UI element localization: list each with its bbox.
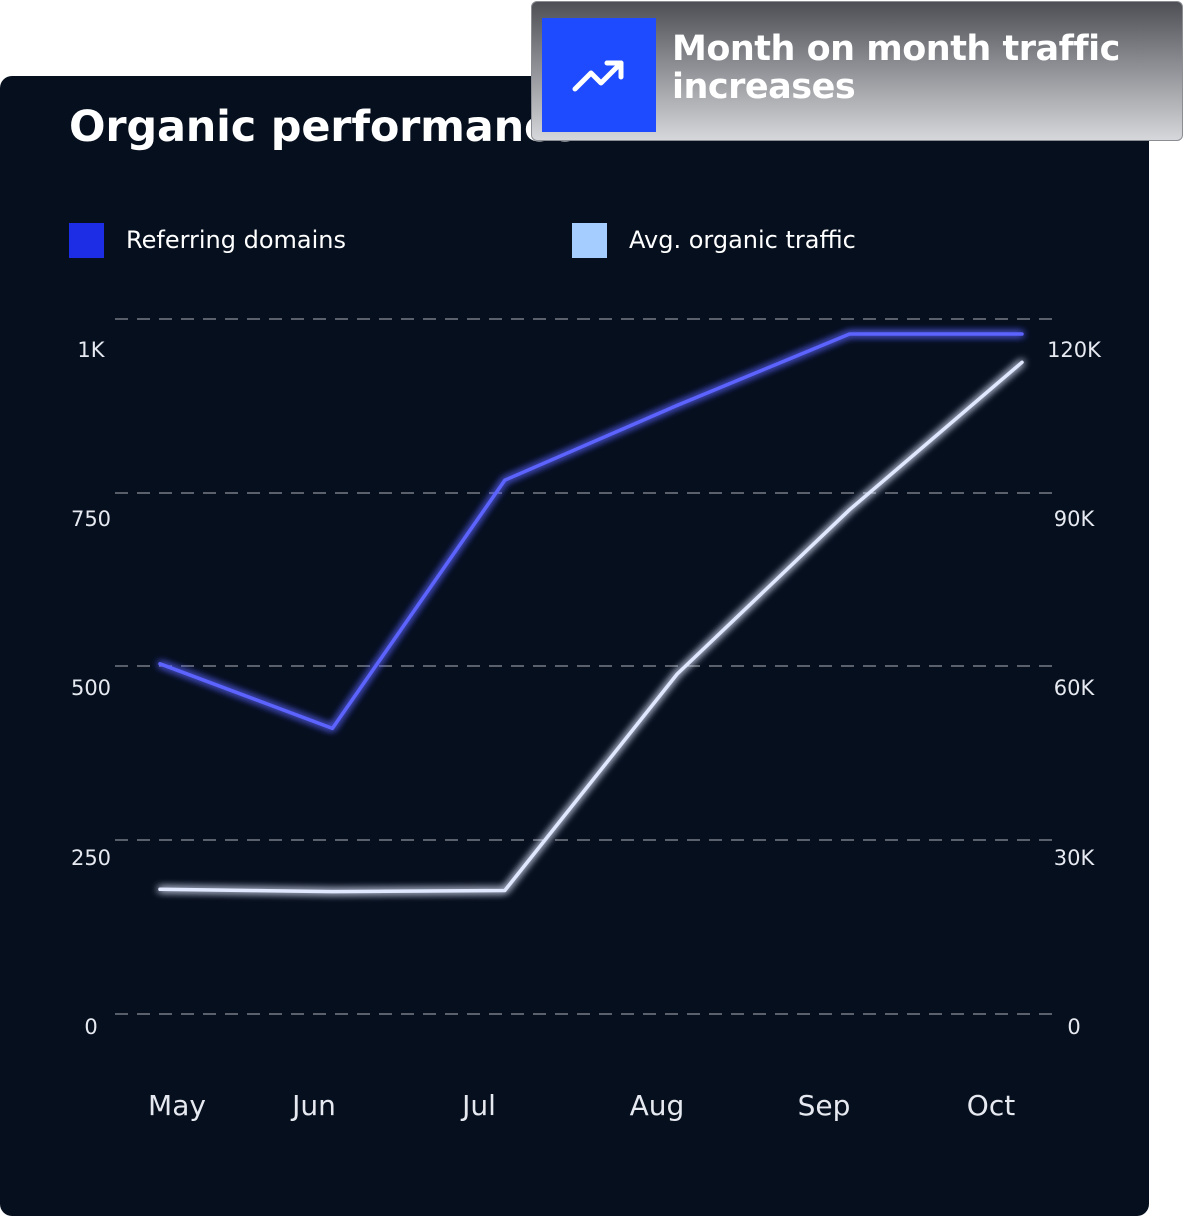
chart-canvas: 0 250 500 750 1K 0 30K 60K 90K 120K May Jun Jul Aug… — [71, 318, 1102, 1122]
organic-traffic-line — [158, 360, 1024, 894]
right-axis-tick-label: 120K — [1047, 338, 1102, 362]
legend-item-organic-traffic: Avg. organic traffic — [572, 222, 856, 258]
left-axis-tick-label: 750 — [71, 507, 111, 531]
referring-domains-line — [158, 332, 1024, 731]
callout-text: Month on month traffic increases — [672, 29, 1120, 107]
left-axis-tick-label: 1K — [77, 338, 105, 362]
left-axis-tick-label: 250 — [71, 846, 111, 870]
chart-title: Organic performance — [69, 102, 579, 152]
legend-swatch-referring-domains — [69, 222, 104, 258]
right-axis-tick-label: 60K — [1054, 676, 1096, 700]
x-axis-category-label: May — [148, 1089, 206, 1122]
legend-label-organic-traffic: Avg. organic traffic — [629, 226, 856, 254]
trending-up-icon — [572, 60, 624, 92]
legend-item-referring-domains: Referring domains — [69, 222, 346, 258]
chart-card: 0 250 500 750 1K 0 30K 60K 90K 120K May Jun Jul Aug… — [0, 76, 1149, 1216]
left-axis-tick-label: 0 — [84, 1015, 97, 1039]
callout-icon-box — [542, 18, 656, 132]
right-axis-tick-label: 90K — [1054, 507, 1096, 531]
legend-swatch-organic-traffic — [572, 222, 607, 258]
x-axis-category-label: Oct — [967, 1089, 1015, 1122]
x-axis-category-label: Aug — [630, 1089, 685, 1122]
right-axis-tick-label: 0 — [1067, 1015, 1080, 1039]
left-axis-tick-label: 500 — [71, 676, 111, 700]
x-axis-category-label: Jun — [290, 1089, 336, 1122]
right-axis-tick-label: 30K — [1054, 846, 1096, 870]
x-axis-category-label: Sep — [798, 1089, 851, 1122]
x-axis-category-label: Jul — [460, 1089, 496, 1122]
traffic-callout: Month on month traffic increases — [531, 1, 1183, 141]
legend-label-referring-domains: Referring domains — [126, 226, 347, 254]
